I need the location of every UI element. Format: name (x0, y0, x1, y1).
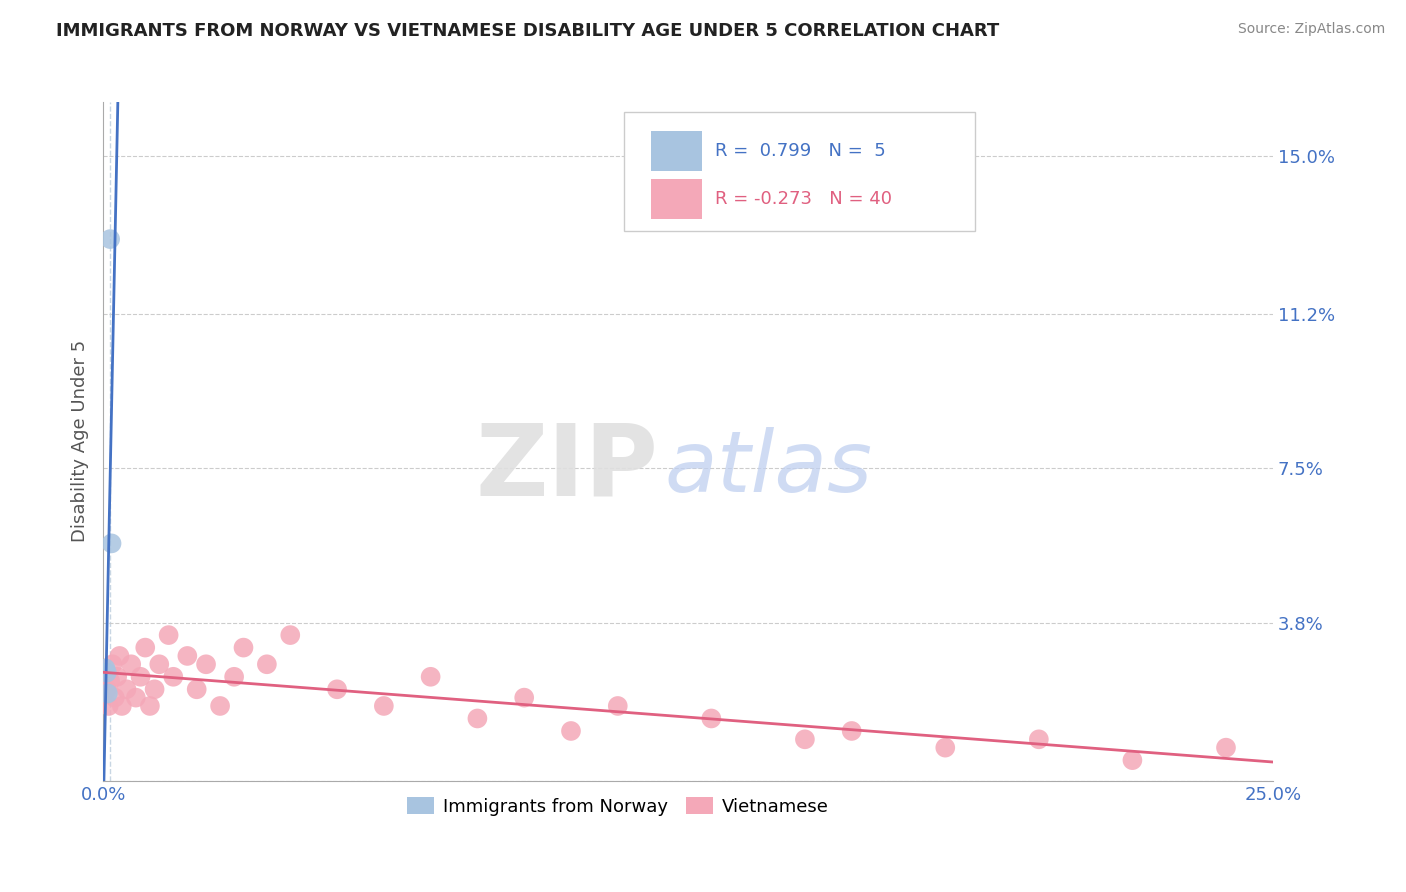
Point (111, 698, 134, 713)
Point (143, 682, 166, 697)
Point (934, 740, 956, 755)
Point (98, 673, 121, 688)
Point (1028, 732, 1050, 747)
Point (120, 657, 142, 672)
Point (513, 690, 536, 705)
Point (186, 682, 208, 697)
Point (224, 670, 246, 684)
Point (129, 670, 152, 684)
Point (1215, 740, 1237, 755)
Point (232, 640, 254, 655)
Point (157, 628, 180, 642)
Text: atlas: atlas (665, 427, 873, 510)
Point (278, 628, 301, 642)
Y-axis label: Disability Age Under 5: Disability Age Under 5 (72, 340, 89, 542)
Point (209, 698, 232, 713)
Point (125, 690, 148, 705)
Point (148, 657, 170, 672)
Point (560, 723, 582, 738)
Text: Source: ZipAtlas.com: Source: ZipAtlas.com (1237, 22, 1385, 37)
Point (419, 670, 441, 684)
Legend: Immigrants from Norway, Vietnamese: Immigrants from Norway, Vietnamese (399, 790, 837, 823)
Point (176, 648, 198, 663)
Point (105, 670, 128, 684)
Point (162, 670, 184, 684)
Point (139, 698, 162, 713)
Text: IMMIGRANTS FROM NORWAY VS VIETNAMESE DISABILITY AGE UNDER 5 CORRELATION CHART: IMMIGRANTS FROM NORWAY VS VIETNAMESE DIS… (56, 22, 1000, 40)
Point (256, 657, 278, 672)
Text: ZIP: ZIP (475, 420, 658, 517)
Point (793, 732, 815, 747)
Point (101, 657, 124, 672)
FancyBboxPatch shape (624, 112, 974, 231)
Point (98, 232, 121, 246)
Point (1121, 753, 1143, 767)
Text: R =  0.799   N =  5: R = 0.799 N = 5 (714, 142, 886, 161)
Point (115, 682, 138, 697)
Point (97, 698, 120, 713)
Point (100, 536, 122, 550)
FancyBboxPatch shape (651, 178, 702, 219)
Point (96, 665, 118, 680)
Point (700, 711, 723, 725)
Point (108, 648, 131, 663)
Point (606, 698, 628, 713)
Point (97, 686, 120, 700)
Text: R = -0.273   N = 40: R = -0.273 N = 40 (714, 190, 891, 208)
Point (94, 661, 117, 675)
Point (467, 711, 489, 725)
Point (104, 690, 127, 705)
Point (96, 682, 118, 697)
Point (195, 657, 218, 672)
Point (373, 698, 395, 713)
Point (134, 640, 156, 655)
FancyBboxPatch shape (651, 131, 702, 171)
Point (841, 723, 863, 738)
Point (326, 682, 349, 697)
